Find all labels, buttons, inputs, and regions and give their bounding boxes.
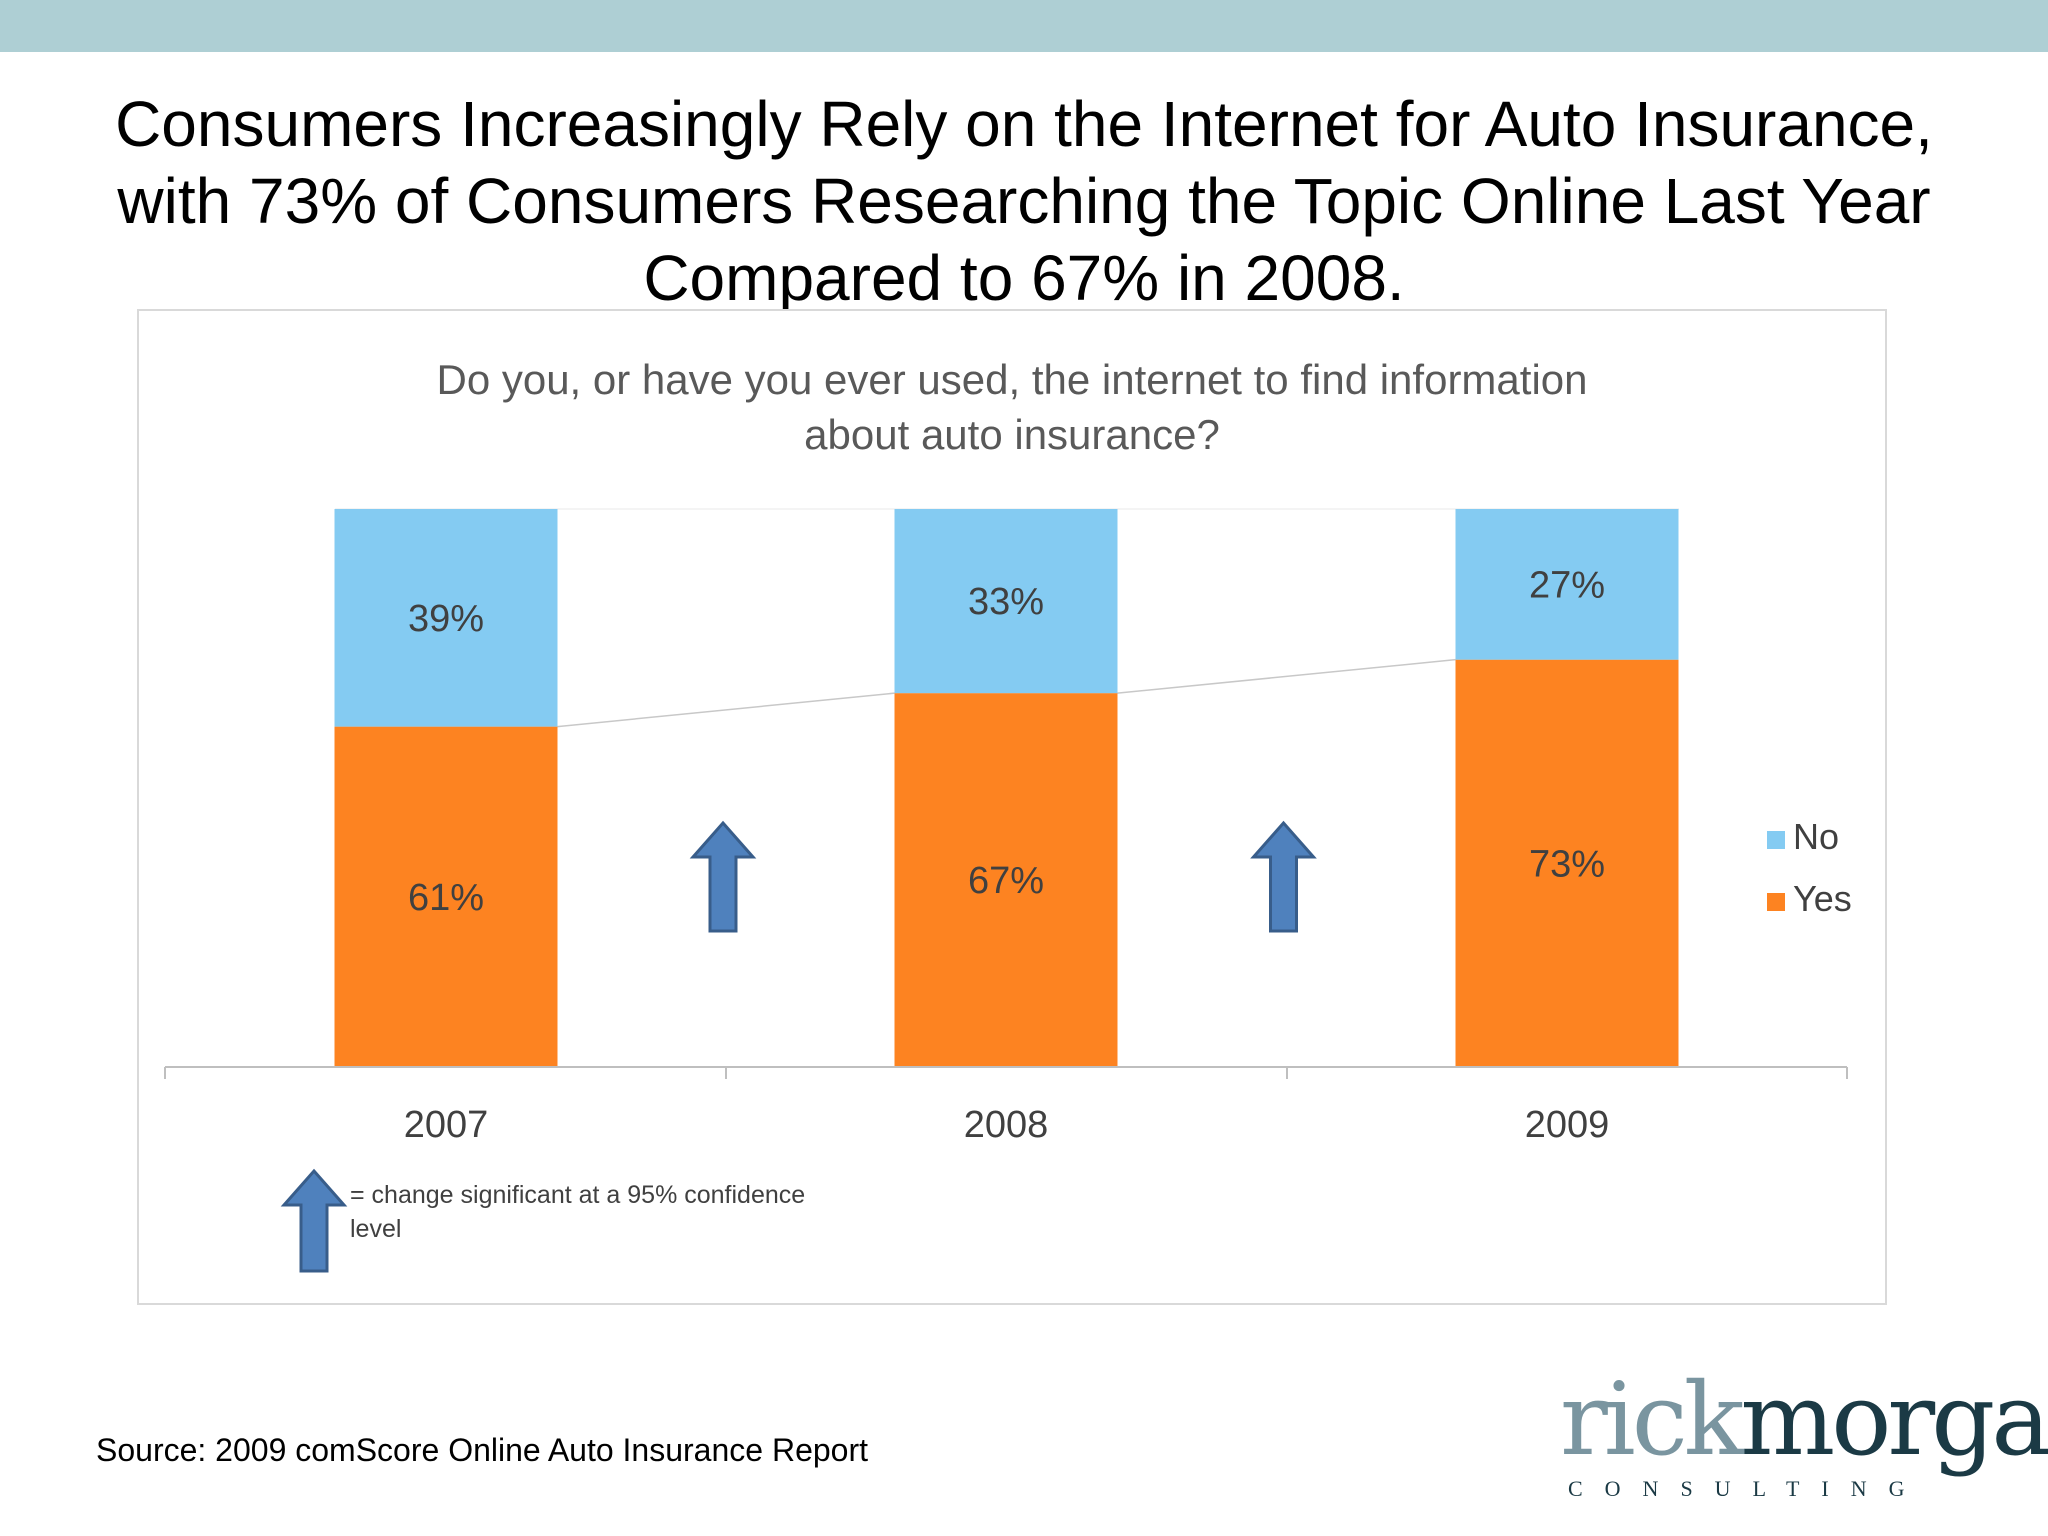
- chart-title-line-1: Do you, or have you ever used, the inter…: [436, 356, 1588, 403]
- legend-label-no: No: [1793, 816, 1839, 857]
- bar-yes-2008: [894, 693, 1118, 1067]
- significance-arrow-up-icon-0: [689, 820, 757, 933]
- bar-yes-2007: [334, 726, 558, 1067]
- data-label-yes-2009: 73%: [1529, 843, 1605, 885]
- chart-title: Do you, or have you ever used, the inter…: [137, 352, 1887, 462]
- bar-no-2007: [334, 509, 558, 727]
- significance-note: = change significant at a 95% confidence…: [350, 1181, 806, 1243]
- legend-arrow-up-icon: [280, 1168, 348, 1273]
- bar-no-2008: [894, 509, 1118, 694]
- slide-title-line-1: Consumers Increasingly Rely on the Inter…: [115, 88, 1933, 160]
- data-label-no-2009: 27%: [1529, 564, 1605, 606]
- source-note: Source: 2009 comScore Online Auto Insura…: [96, 1432, 868, 1468]
- slide-title: Consumers Increasingly Rely on the Inter…: [0, 86, 2048, 317]
- logo-part-2: morgan: [1740, 1361, 2048, 1478]
- chart-frame: 61% 39% 2007 67% 33% 2008 73% 27% 2009 No Yes: [137, 309, 1887, 1305]
- data-label-no-2008: 33%: [968, 581, 1044, 623]
- legend-swatch-no: [1767, 831, 1785, 849]
- logo-wordmark: rickmorgan: [1560, 1370, 2048, 1470]
- logo-subtitle: CONSULTING: [1568, 1476, 1927, 1501]
- category-label-2008: 2008: [964, 1104, 1049, 1146]
- slide-title-line-3: Compared to 67% in 2008.: [643, 242, 1405, 314]
- series-line-0: [557, 692, 895, 728]
- significance-arrow-up-icon-1: [1250, 820, 1317, 933]
- data-label-yes-2008: 67%: [968, 860, 1044, 902]
- bar-no-2009: [1455, 509, 1679, 660]
- logo-part-1: rick: [1560, 1361, 1744, 1478]
- category-label-2009: 2009: [1525, 1104, 1610, 1146]
- chart-title-line-2: about auto insurance?: [804, 411, 1220, 458]
- data-label-no-2007: 39%: [408, 598, 484, 640]
- category-label-2007: 2007: [404, 1104, 489, 1146]
- legend-swatch-yes: [1767, 893, 1785, 911]
- data-label-yes-2007: 61%: [408, 877, 484, 919]
- company-logo: rickmorgan CONSULTING: [1560, 1370, 2048, 1510]
- slide-title-line-2: with 73% of Consumers Researching the To…: [117, 165, 1931, 237]
- legend-label-yes: Yes: [1793, 878, 1852, 919]
- bar-yes-2009: [1455, 659, 1679, 1067]
- series-line-1: [1117, 658, 1456, 694]
- stacked-bar-chart: 61% 39% 2007 67% 33% 2008 73% 27% 2009 No Yes: [164, 508, 1852, 1273]
- top-band: [0, 0, 2048, 52]
